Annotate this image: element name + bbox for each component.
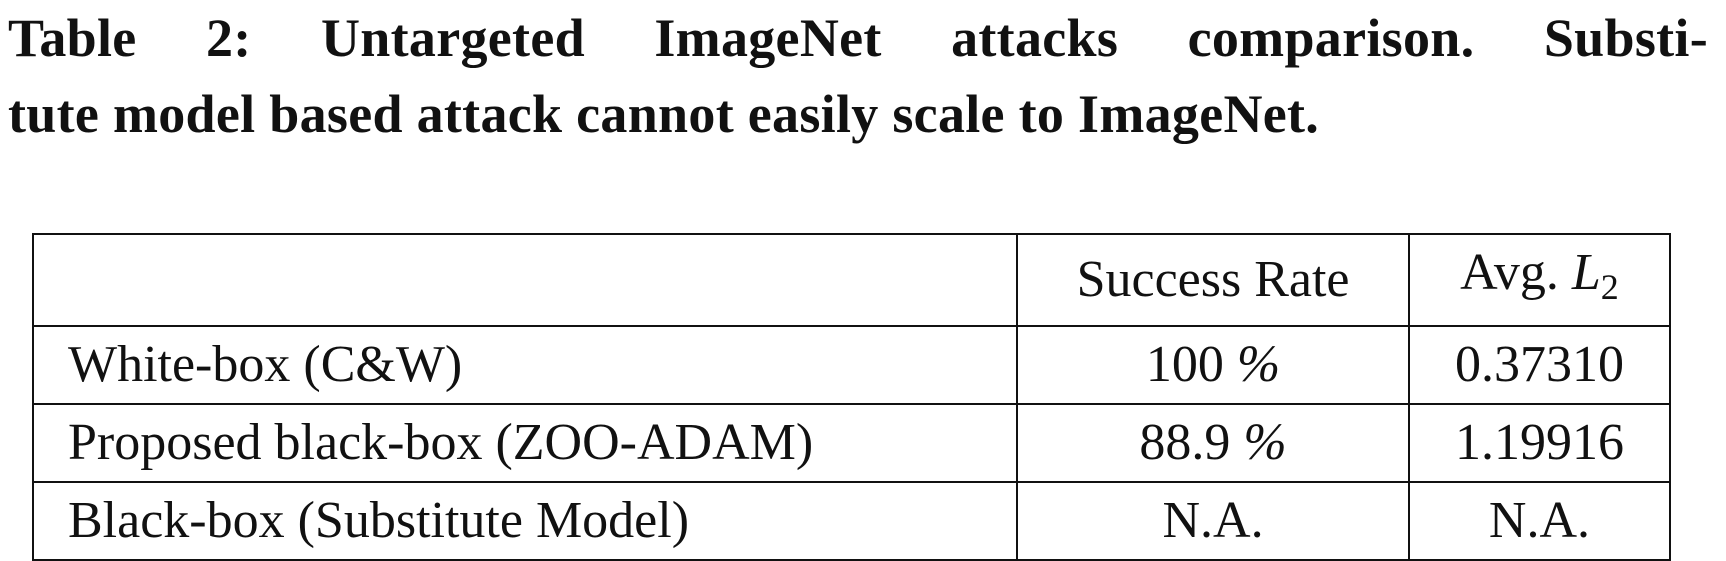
header-avg-l2-prefix: Avg. — [1460, 244, 1559, 301]
table-row: Proposed black-box (ZOO-ADAM) 88.9 % 1.1… — [31, 403, 1672, 483]
row-avg-l2: 1.19916 — [1407, 403, 1672, 483]
row-rate-value: 100 — [1145, 336, 1224, 393]
header-method — [31, 233, 1019, 327]
row-success-rate: 88.9 % — [1016, 403, 1410, 483]
caption-line-1: Table 2: Untargeted ImageNet attacks com… — [8, 8, 1708, 68]
table-row: White-box (C&W) 100 % 0.37310 — [31, 325, 1672, 405]
header-avg-l2-var: L — [1571, 244, 1601, 301]
row-avg-l2: N.A. — [1407, 481, 1672, 561]
table-caption: Table 2: Untargeted ImageNet attacks com… — [8, 0, 1708, 152]
caption-line-2: tute model based attack cannot easily sc… — [8, 84, 1320, 144]
row-method: Proposed black-box (ZOO-ADAM) — [31, 403, 1019, 483]
row-avg-l2: 0.37310 — [1407, 325, 1672, 405]
row-rate-value: N.A. — [1162, 492, 1264, 549]
header-avg-l2: Avg. L2 — [1407, 233, 1672, 327]
header-success-rate: Success Rate — [1016, 233, 1410, 327]
row-success-rate: N.A. — [1016, 481, 1410, 561]
header-avg-l2-sub: 2 — [1600, 267, 1619, 307]
row-rate-unit: % — [1243, 414, 1287, 471]
results-table: Success Rate Avg. L2 White-box (C&W) 100… — [31, 233, 1672, 561]
row-method: White-box (C&W) — [31, 325, 1019, 405]
row-success-rate: 100 % — [1016, 325, 1410, 405]
table-header-row: Success Rate Avg. L2 — [31, 233, 1672, 327]
row-method: Black-box (Substitute Model) — [31, 481, 1019, 561]
row-rate-value: 88.9 — [1139, 414, 1231, 471]
table-row: Black-box (Substitute Model) N.A. N.A. — [31, 481, 1672, 561]
row-rate-unit: % — [1236, 336, 1281, 393]
